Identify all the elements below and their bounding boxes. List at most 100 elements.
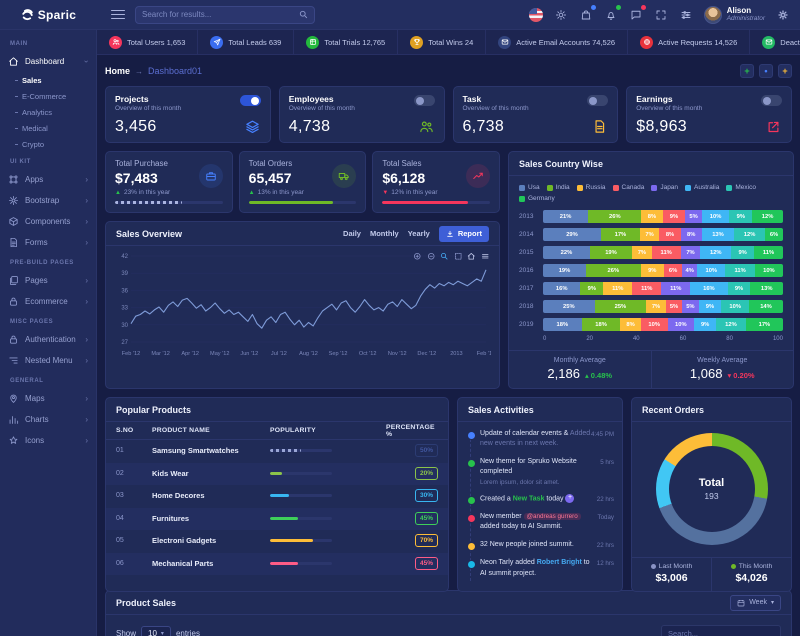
legend-india[interactable]: India xyxy=(546,184,570,191)
bar-segment-australia[interactable]: 16% xyxy=(690,282,728,295)
search-icon[interactable] xyxy=(299,10,308,19)
orders-donut-chart[interactable]: Total 193 xyxy=(655,433,768,546)
add-yellow-button[interactable]: + xyxy=(778,64,792,78)
bar-segment-mexico[interactable]: 9% xyxy=(729,210,753,223)
legend-russia[interactable]: Russia xyxy=(576,184,606,191)
bar-segment-japan[interactable]: 8% xyxy=(680,228,702,241)
global-search[interactable] xyxy=(135,5,315,24)
bar-segment-japan[interactable]: 4% xyxy=(682,264,698,277)
sidebar-item-nested-menu[interactable]: Nested Menu › xyxy=(0,350,96,371)
bar-segment-russia[interactable]: 9% xyxy=(640,264,664,277)
bar-segment-india[interactable]: 25% xyxy=(594,300,647,313)
report-button[interactable]: Report xyxy=(438,225,489,242)
info-blue-button[interactable]: • xyxy=(759,64,773,78)
add-green-button[interactable]: + xyxy=(740,64,754,78)
sidebar-item-apps[interactable]: Apps › xyxy=(0,169,96,190)
bar-segment-germany[interactable]: 17% xyxy=(745,318,783,331)
bar-segment-india[interactable]: 19% xyxy=(589,246,633,259)
bell-icon[interactable] xyxy=(604,5,621,22)
table-row[interactable]: 04 Furnitures 45% xyxy=(106,507,448,530)
activity-item[interactable]: New member @andreas gurrero added today … xyxy=(467,512,614,540)
bar-segment-mexico[interactable]: 9% xyxy=(731,246,755,259)
plus-icon[interactable]: + xyxy=(565,493,575,503)
gear-icon[interactable] xyxy=(775,7,790,22)
legend-japan[interactable]: Japan xyxy=(651,184,678,191)
page-size-select[interactable]: 10 ▾ xyxy=(141,625,171,636)
table-row[interactable]: 02 Kids Wear 20% xyxy=(106,462,448,485)
sidebar-item-bootstrap[interactable]: Bootstrap › xyxy=(0,190,96,211)
ticker-item[interactable]: Active Requests 14,526 xyxy=(628,30,751,54)
bar-segment-germany[interactable]: 10% xyxy=(754,264,783,277)
bar-segment-mexico[interactable]: 11% xyxy=(725,264,755,277)
bar-segment-germany[interactable]: 14% xyxy=(749,300,783,313)
table-row[interactable]: 06 Mechanical Parts 45% xyxy=(106,552,448,575)
activity-item[interactable]: 32 New people joined summit. 22 hrs xyxy=(467,540,614,558)
bar-segment-usa[interactable]: 16% xyxy=(543,282,581,295)
activity-item[interactable]: New theme for Spruko Website completed Lo… xyxy=(467,457,614,493)
bar-segment-mexico[interactable]: 12% xyxy=(716,318,746,331)
bar-segment-canada[interactable]: 11% xyxy=(632,282,662,295)
bar-segment-india[interactable]: 9% xyxy=(580,282,604,295)
fullscreen-icon[interactable] xyxy=(654,7,669,22)
table-row[interactable]: 05 Electroni Gadgets 70% xyxy=(106,530,448,553)
bar-segment-germany[interactable]: 6% xyxy=(765,228,783,241)
bar-segment-australia[interactable]: 10% xyxy=(697,264,726,277)
bar-segment-russia[interactable]: 7% xyxy=(632,246,652,259)
chat-icon[interactable] xyxy=(629,5,646,22)
sidebar-item-components[interactable]: Components › xyxy=(0,211,96,232)
bar-segment-australia[interactable]: 13% xyxy=(701,228,735,241)
legend-germany[interactable]: Germany xyxy=(519,195,555,202)
bar-segment-japan[interactable]: 5% xyxy=(685,210,702,223)
bar-segment-mexico[interactable]: 10% xyxy=(721,300,749,313)
bar-segment-canada[interactable]: 5% xyxy=(665,300,683,313)
ticker-item[interactable]: Total Trials 12,765 xyxy=(294,30,399,54)
zoom-in-icon[interactable] xyxy=(413,252,422,261)
tab-yearly[interactable]: Yearly xyxy=(407,229,430,238)
stat-toggle[interactable] xyxy=(587,95,609,106)
bar-segment-mexico[interactable]: 9% xyxy=(727,282,751,295)
bar-segment-australia[interactable]: 9% xyxy=(694,318,717,331)
bar-segment-russia[interactable]: 7% xyxy=(639,228,660,241)
bar-segment-japan[interactable]: 11% xyxy=(661,282,691,295)
bar-segment-canada[interactable]: 10% xyxy=(640,318,668,331)
bar-segment-germany[interactable]: 12% xyxy=(752,210,783,223)
bar-segment-mexico[interactable]: 12% xyxy=(734,228,766,241)
table-row[interactable]: 03 Home Decores 30% xyxy=(106,485,448,508)
bar-segment-russia[interactable]: 7% xyxy=(646,300,666,313)
bar-segment-usa[interactable]: 21% xyxy=(543,210,589,223)
bag-icon[interactable] xyxy=(579,5,596,22)
ticker-item[interactable]: Total Users 1,653 xyxy=(97,30,199,54)
stat-toggle[interactable] xyxy=(239,95,261,106)
zoom-out-icon[interactable] xyxy=(427,252,436,261)
bar-segment-india[interactable]: 26% xyxy=(588,210,642,223)
bar-segment-germany[interactable]: 13% xyxy=(750,282,783,295)
activity-item[interactable]: Update of calendar events & Added new ev… xyxy=(467,429,614,457)
bar-segment-india[interactable]: 18% xyxy=(581,318,621,331)
bar-segment-australia[interactable]: 9% xyxy=(698,300,722,313)
sidebar-item-maps[interactable]: Maps › xyxy=(0,388,96,409)
ticker-item[interactable]: Total Leads 639 xyxy=(198,30,295,54)
table-row[interactable]: 01 Samsung Smartwatches 50% xyxy=(106,440,448,463)
sidebar-subitem-e-commerce[interactable]: E-Commerce xyxy=(0,88,96,104)
sidebar-subitem-medical[interactable]: Medical xyxy=(0,120,96,136)
avatar[interactable] xyxy=(703,5,722,24)
sidebar-subitem-analytics[interactable]: Analytics xyxy=(0,104,96,120)
bar-segment-canada[interactable]: 9% xyxy=(662,210,686,223)
bar-segment-canada[interactable]: 8% xyxy=(659,228,681,241)
tab-daily[interactable]: Daily xyxy=(343,229,361,238)
bar-segment-usa[interactable]: 25% xyxy=(543,300,595,313)
chart-menu-icon[interactable] xyxy=(481,252,490,261)
legend-australia[interactable]: Australia xyxy=(685,184,719,191)
bar-segment-usa[interactable]: 22% xyxy=(543,246,590,259)
bar-segment-japan[interactable]: 7% xyxy=(680,246,701,259)
bar-segment-usa[interactable]: 29% xyxy=(543,228,602,241)
activity-item[interactable]: Created a New Task today +22 hrs xyxy=(467,493,614,512)
table-search-input[interactable] xyxy=(661,625,781,636)
ticker-item[interactable]: Total Wins 24 xyxy=(398,30,487,54)
bar-segment-russia[interactable]: 11% xyxy=(603,282,633,295)
bar-segment-india[interactable]: 26% xyxy=(586,264,641,277)
stat-toggle[interactable] xyxy=(413,95,435,106)
menu-toggle-icon[interactable] xyxy=(111,9,125,20)
bar-segment-japan[interactable]: 10% xyxy=(667,318,695,331)
app-logo[interactable]: Sparic xyxy=(0,0,97,29)
